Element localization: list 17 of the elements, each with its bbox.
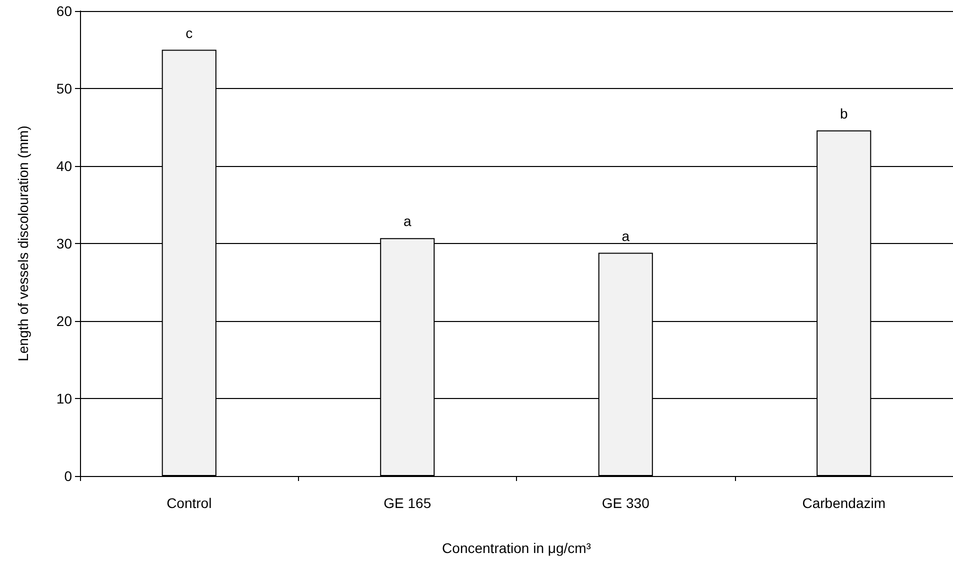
y-tick-label: 0	[64, 468, 72, 484]
y-tick-label: 10	[56, 390, 72, 406]
x-tick-label: GE 330	[602, 495, 650, 511]
y-tick-label: 20	[56, 313, 72, 329]
x-axis-title: Concentration in μg/cm³	[442, 540, 592, 556]
annotation: b	[840, 105, 848, 122]
x-tick-label: GE 165	[384, 495, 432, 511]
x-tick-label: Carbendazim	[802, 495, 886, 511]
y-axis-title: Length of vessels discolouration (mm)	[15, 126, 31, 362]
y-tick-label: 60	[56, 3, 72, 19]
y-tick-label: 30	[56, 236, 72, 252]
y-tick-label: 50	[56, 80, 72, 96]
annotation: c	[186, 24, 193, 41]
x-tick-label: Control	[166, 495, 212, 511]
annotation: a	[622, 228, 630, 244]
y-tick-label: 40	[56, 158, 72, 174]
annotation: a	[403, 213, 412, 230]
